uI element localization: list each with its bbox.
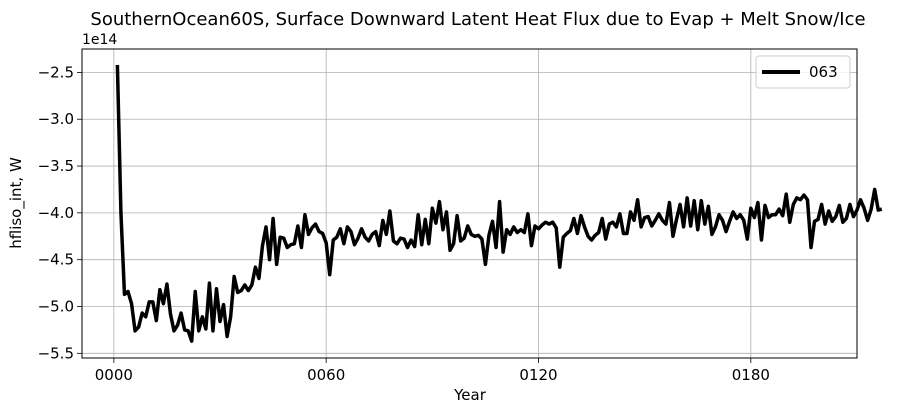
- y-axis: −5.5 −5.0 −4.5 −4.0 −3.5 −3.0 −2.5: [38, 63, 82, 362]
- x-tick-label: 0000: [95, 366, 133, 384]
- chart-title: SouthernOcean60S, Surface Downward Laten…: [90, 9, 865, 30]
- x-tick-label: 0120: [519, 366, 557, 384]
- series-line-063: [115, 64, 883, 343]
- y-tick-label: −5.0: [38, 298, 74, 316]
- plot-frame: [81, 48, 858, 359]
- y-tick-label: −3.0: [38, 110, 74, 128]
- x-tick-label: 0060: [307, 366, 345, 384]
- y-tick-label: −3.5: [38, 157, 74, 175]
- y-tick-label: −2.5: [38, 63, 74, 81]
- x-tick-label: 0180: [732, 366, 770, 384]
- legend-box: [755, 55, 851, 89]
- y-tick-label: −4.5: [38, 251, 74, 269]
- x-axis-label: Year: [453, 386, 487, 404]
- legend: 063: [755, 55, 851, 89]
- legend-label: 063: [809, 63, 838, 81]
- y-tick-label: −4.0: [38, 204, 74, 222]
- y-axis-label: hfliso_int, W: [7, 157, 26, 249]
- y-tick-label: −5.5: [38, 344, 74, 362]
- x-axis: 0000 0060 0120 0180: [95, 358, 770, 384]
- y-offset-label: 1e14: [82, 32, 117, 48]
- line-layer: [115, 64, 883, 343]
